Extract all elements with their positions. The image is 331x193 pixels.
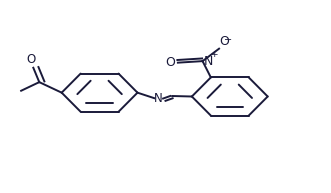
Text: +: + xyxy=(210,50,217,59)
Text: −: − xyxy=(224,35,232,45)
Text: N: N xyxy=(204,55,213,68)
Text: O: O xyxy=(220,35,230,48)
Text: O: O xyxy=(26,53,35,66)
Text: O: O xyxy=(166,56,175,69)
Text: N: N xyxy=(154,92,163,105)
